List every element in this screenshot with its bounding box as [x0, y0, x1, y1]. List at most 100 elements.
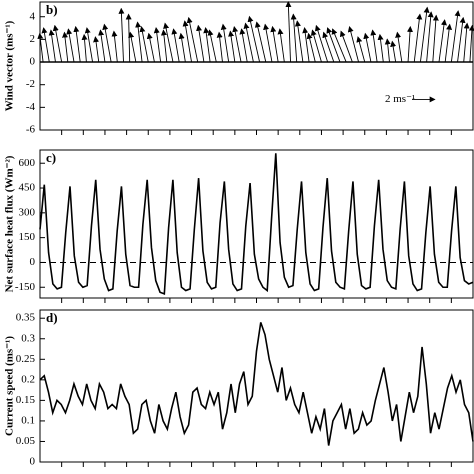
wind-vector	[125, 13, 132, 63]
y-tick-label: 0	[30, 256, 36, 268]
plot-frame	[39, 1, 474, 131]
wind-vector	[285, 1, 292, 63]
wind-vector	[270, 25, 279, 63]
wind-vector	[463, 22, 470, 63]
wind-vector	[118, 7, 125, 63]
y-tick-label: 0.25	[16, 353, 36, 365]
wind-vector	[73, 25, 81, 63]
y-tick-label: 4	[30, 10, 36, 22]
wind-vector	[326, 27, 341, 63]
wind-vector	[370, 29, 378, 63]
wind-vector	[390, 40, 397, 63]
wind-vector	[186, 16, 199, 63]
wind-vector	[139, 25, 149, 63]
wind-vector	[207, 29, 217, 63]
plot-frame	[39, 149, 474, 299]
wind-vector	[41, 27, 50, 63]
wind-vector	[135, 21, 143, 63]
y-tick-label: 0.2	[21, 373, 35, 385]
wind-vector	[182, 20, 192, 63]
wind-vector	[426, 11, 434, 63]
y-axis-label: Net surface heat flux (Wm⁻²)	[4, 155, 16, 292]
y-axis-label: Wind vector (ms⁻¹)	[4, 20, 16, 111]
wind-vector	[203, 27, 211, 63]
y-tick-label: 150	[19, 231, 36, 243]
y-axis-label: Current speed (ms⁻¹)	[4, 336, 16, 436]
wind-vector	[37, 32, 44, 63]
wind-vector	[243, 22, 254, 63]
wind-vector	[294, 20, 304, 63]
wind-vector	[457, 16, 466, 63]
y-tick-label: 300	[19, 206, 36, 218]
wind-vector	[322, 31, 335, 63]
wind-vector	[98, 29, 106, 63]
y-tick-label: -150	[15, 281, 36, 293]
panel-label: c)	[46, 150, 56, 165]
wind-vector	[111, 30, 118, 63]
wind-vector	[356, 36, 366, 63]
plot-frame	[39, 309, 474, 463]
wind-vector	[178, 32, 186, 63]
wind-vector	[81, 33, 88, 63]
wind-vector	[363, 32, 372, 63]
wind-vector	[93, 36, 100, 63]
wind-vector	[239, 28, 248, 63]
wind-vector	[310, 29, 322, 63]
wind-vector	[247, 15, 261, 63]
wind-vector	[395, 31, 403, 63]
wind-vector	[52, 24, 63, 63]
wind-vector	[66, 28, 75, 63]
y-tick-label: 450	[19, 182, 36, 194]
wind-vector	[146, 32, 155, 63]
y-tick-label: 0	[30, 56, 36, 68]
wind-vector	[331, 28, 347, 63]
wind-vector	[347, 25, 360, 63]
panel-label: d)	[46, 310, 58, 325]
wind-vector	[102, 23, 112, 63]
y-tick-label: 0	[30, 456, 36, 468]
y-tick-label: 0.1	[21, 414, 35, 426]
wind-vector	[84, 27, 94, 63]
wind-vector	[339, 30, 353, 63]
wind-vector	[438, 19, 447, 63]
wind-vector	[171, 28, 180, 63]
y-tick-label: 0.3	[21, 332, 35, 344]
wind-vector	[232, 25, 242, 63]
wind-vector	[306, 32, 316, 63]
panel-label: b)	[46, 2, 58, 17]
wind-vector	[450, 10, 461, 63]
wind-vector	[377, 33, 384, 63]
y-tick-label: 0.35	[16, 312, 36, 324]
y-tick-label: 600	[19, 157, 36, 169]
y-tick-label: 0.15	[16, 394, 36, 406]
wind-vector	[160, 29, 168, 63]
wind-vector	[216, 31, 223, 63]
y-tick-label: -6	[26, 124, 36, 136]
wind-vector	[406, 25, 413, 63]
wind-vector	[196, 24, 205, 63]
wind-vector	[413, 13, 423, 63]
wind-vector	[228, 30, 236, 63]
data-line	[39, 153, 474, 296]
wind-vector	[254, 21, 267, 63]
wind-vector	[384, 38, 391, 63]
wind-vector	[432, 14, 439, 63]
y-tick-label: 2	[30, 33, 36, 45]
wind-vector	[290, 13, 298, 63]
y-tick-label: -4	[26, 101, 36, 113]
y-tick-label: 0.05	[16, 435, 36, 447]
wind-vector	[277, 28, 285, 63]
wind-vector	[302, 27, 310, 63]
wind-vector	[48, 29, 56, 63]
wind-vector	[163, 22, 174, 63]
wind-vector	[220, 23, 230, 63]
wind-vector	[468, 24, 474, 63]
wind-vector	[153, 27, 162, 63]
wind-vector	[62, 31, 69, 63]
y-tick-label: -2	[26, 78, 35, 90]
wind-vector	[128, 31, 137, 63]
wind-vector	[419, 6, 430, 63]
data-line	[39, 322, 474, 446]
scale-label: 2 ms⁻¹	[385, 93, 415, 105]
